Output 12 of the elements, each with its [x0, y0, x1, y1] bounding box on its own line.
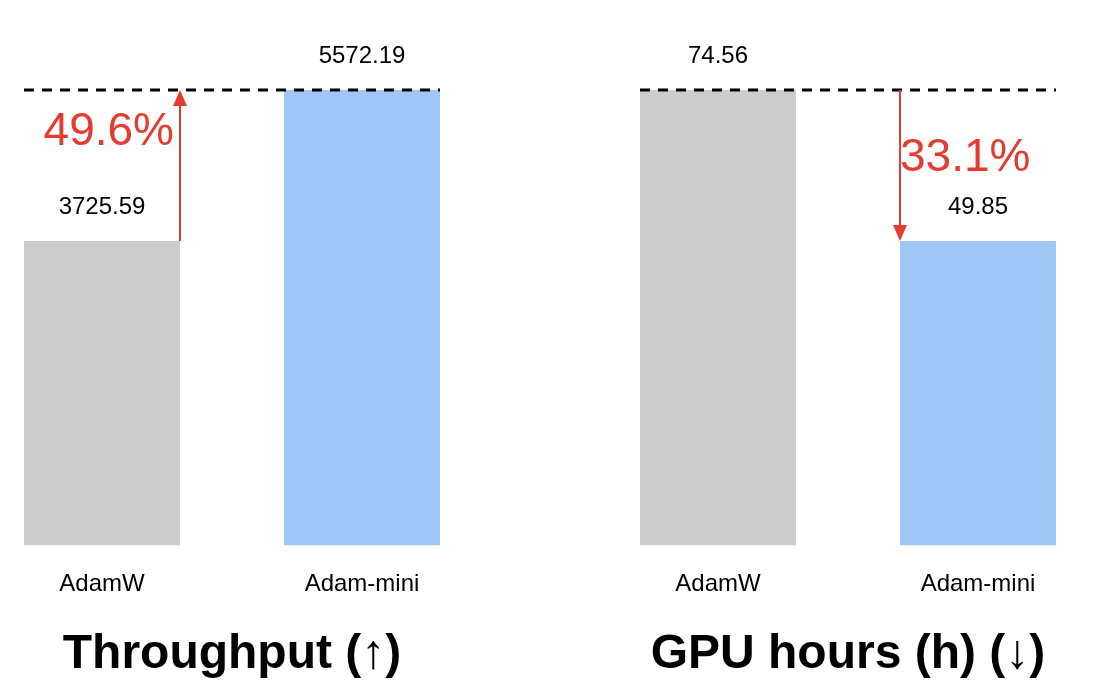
data-label: 3725.59	[58, 191, 146, 219]
annotation: 33.1%	[900, 128, 1031, 181]
data-label: 74.56	[687, 40, 749, 68]
x-tick-label: AdamW	[59, 568, 146, 596]
data-label: 5572.19	[318, 40, 406, 68]
x-tick-label: Adam-mini	[304, 568, 420, 596]
text: Throughput (↑)	[62, 625, 402, 679]
x-tick-label: AdamW	[675, 568, 762, 596]
data-label: 49.85	[947, 191, 1009, 219]
annotation: 49.6%	[43, 102, 174, 155]
text: GPU hours (h) (↓)	[650, 625, 1046, 679]
x-tick-label: Adam-mini	[920, 568, 1036, 596]
